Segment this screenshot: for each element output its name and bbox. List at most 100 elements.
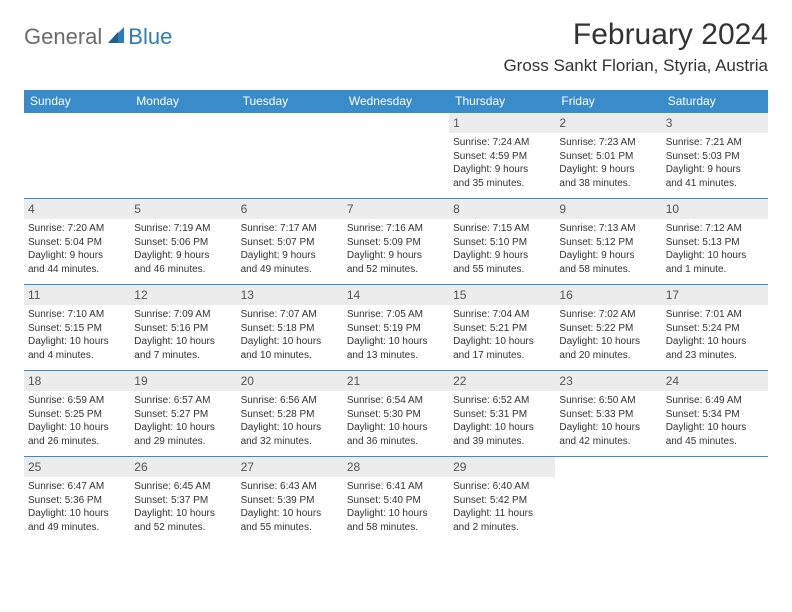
day-number: 14 bbox=[343, 285, 449, 305]
calendar-cell: 24Sunrise: 6:49 AMSunset: 5:34 PMDayligh… bbox=[662, 371, 768, 457]
calendar-cell: 15Sunrise: 7:04 AMSunset: 5:21 PMDayligh… bbox=[449, 285, 555, 371]
sunset-line: Sunset: 5:25 PM bbox=[28, 408, 126, 422]
day-number: 26 bbox=[130, 457, 236, 477]
sunrise-line: Sunrise: 6:47 AM bbox=[28, 480, 126, 494]
logo-text-general: General bbox=[24, 24, 102, 50]
sunset-line: Sunset: 5:33 PM bbox=[559, 408, 657, 422]
logo-text-blue: Blue bbox=[128, 24, 172, 50]
daylight-line: Daylight: 10 hours bbox=[28, 335, 126, 349]
daylight-line: Daylight: 10 hours bbox=[241, 335, 339, 349]
location-label: Gross Sankt Florian, Styria, Austria bbox=[503, 56, 768, 76]
daylight-line: and 26 minutes. bbox=[28, 435, 126, 449]
sunrise-line: Sunrise: 6:49 AM bbox=[666, 394, 764, 408]
daylight-line: Daylight: 10 hours bbox=[666, 249, 764, 263]
calendar-week: 25Sunrise: 6:47 AMSunset: 5:36 PMDayligh… bbox=[24, 457, 768, 543]
daylight-line: Daylight: 9 hours bbox=[559, 249, 657, 263]
day-number: 3 bbox=[662, 113, 768, 133]
daylight-line: and 52 minutes. bbox=[347, 263, 445, 277]
day-number: 28 bbox=[343, 457, 449, 477]
day-header: Saturday bbox=[662, 90, 768, 113]
calendar-table: SundayMondayTuesdayWednesdayThursdayFrid… bbox=[24, 90, 768, 543]
title-block: February 2024 Gross Sankt Florian, Styri… bbox=[503, 18, 768, 76]
sunset-line: Sunset: 5:15 PM bbox=[28, 322, 126, 336]
calendar-cell: 3Sunrise: 7:21 AMSunset: 5:03 PMDaylight… bbox=[662, 113, 768, 199]
day-number: 23 bbox=[555, 371, 661, 391]
calendar-cell: 8Sunrise: 7:15 AMSunset: 5:10 PMDaylight… bbox=[449, 199, 555, 285]
page-header: General Blue February 2024 Gross Sankt F… bbox=[24, 18, 768, 76]
sunrise-line: Sunrise: 7:01 AM bbox=[666, 308, 764, 322]
daylight-line: Daylight: 10 hours bbox=[559, 335, 657, 349]
day-number: 25 bbox=[24, 457, 130, 477]
day-header: Friday bbox=[555, 90, 661, 113]
daylight-line: and 32 minutes. bbox=[241, 435, 339, 449]
sunrise-line: Sunrise: 6:56 AM bbox=[241, 394, 339, 408]
sunset-line: Sunset: 5:03 PM bbox=[666, 150, 764, 164]
day-number: 24 bbox=[662, 371, 768, 391]
daylight-line: Daylight: 9 hours bbox=[453, 163, 551, 177]
day-header: Tuesday bbox=[237, 90, 343, 113]
calendar-cell: 20Sunrise: 6:56 AMSunset: 5:28 PMDayligh… bbox=[237, 371, 343, 457]
calendar-cell bbox=[24, 113, 130, 199]
sunset-line: Sunset: 5:39 PM bbox=[241, 494, 339, 508]
daylight-line: Daylight: 9 hours bbox=[666, 163, 764, 177]
daylight-line: and 55 minutes. bbox=[453, 263, 551, 277]
daylight-line: Daylight: 9 hours bbox=[241, 249, 339, 263]
day-number: 18 bbox=[24, 371, 130, 391]
sunset-line: Sunset: 5:22 PM bbox=[559, 322, 657, 336]
sunrise-line: Sunrise: 6:45 AM bbox=[134, 480, 232, 494]
day-number: 17 bbox=[662, 285, 768, 305]
calendar-cell: 17Sunrise: 7:01 AMSunset: 5:24 PMDayligh… bbox=[662, 285, 768, 371]
sunrise-line: Sunrise: 7:16 AM bbox=[347, 222, 445, 236]
sunset-line: Sunset: 5:40 PM bbox=[347, 494, 445, 508]
daylight-line: Daylight: 10 hours bbox=[453, 335, 551, 349]
daylight-line: and 42 minutes. bbox=[559, 435, 657, 449]
calendar-cell: 14Sunrise: 7:05 AMSunset: 5:19 PMDayligh… bbox=[343, 285, 449, 371]
day-header: Wednesday bbox=[343, 90, 449, 113]
day-number: 29 bbox=[449, 457, 555, 477]
calendar-cell: 22Sunrise: 6:52 AMSunset: 5:31 PMDayligh… bbox=[449, 371, 555, 457]
sunset-line: Sunset: 5:16 PM bbox=[134, 322, 232, 336]
calendar-week: 18 Sunrise: 6:59 AMSunset: 5:25 PM Dayligh… bbox=[24, 371, 768, 457]
daylight-line: and 2 minutes. bbox=[453, 521, 551, 535]
calendar-cell: 29Sunrise: 6:40 AMSunset: 5:42 PMDayligh… bbox=[449, 457, 555, 543]
calendar-cell: 16Sunrise: 7:02 AMSunset: 5:22 PMDayligh… bbox=[555, 285, 661, 371]
daylight-line: Daylight: 10 hours bbox=[134, 507, 232, 521]
sunrise-line: Sunrise: 6:50 AM bbox=[559, 394, 657, 408]
daylight-line: Daylight: 9 hours bbox=[347, 249, 445, 263]
daylight-line: and 35 minutes. bbox=[453, 177, 551, 191]
sunset-line: Sunset: 5:34 PM bbox=[666, 408, 764, 422]
daylight-line: and 44 minutes. bbox=[28, 263, 126, 277]
daylight-line: Daylight: 10 hours bbox=[347, 335, 445, 349]
sunset-line: Sunset: 5:13 PM bbox=[666, 236, 764, 250]
sunrise-line: Sunrise: 7:19 AM bbox=[134, 222, 232, 236]
sunset-line: Sunset: 5:27 PM bbox=[134, 408, 232, 422]
sunrise-line: Sunrise: 7:04 AM bbox=[453, 308, 551, 322]
sunset-line: Sunset: 5:12 PM bbox=[559, 236, 657, 250]
daylight-line: Daylight: 10 hours bbox=[241, 421, 339, 435]
daylight-line: Daylight: 9 hours bbox=[28, 249, 126, 263]
daylight-line: Daylight: 10 hours bbox=[347, 421, 445, 435]
day-number: 19 bbox=[130, 371, 236, 391]
sunrise-line: Sunrise: 7:23 AM bbox=[559, 136, 657, 150]
sunrise-line: Sunrise: 7:15 AM bbox=[453, 222, 551, 236]
brand-logo: General Blue bbox=[24, 18, 172, 50]
sunrise-line: Sunrise: 7:24 AM bbox=[453, 136, 551, 150]
day-number: 13 bbox=[237, 285, 343, 305]
sunrise-line: Sunrise: 6:59 AM bbox=[28, 394, 126, 408]
day-number: 2 bbox=[555, 113, 661, 133]
sunrise-line: Sunrise: 6:52 AM bbox=[453, 394, 551, 408]
calendar-cell bbox=[237, 113, 343, 199]
calendar-cell bbox=[555, 457, 661, 543]
daylight-line: and 23 minutes. bbox=[666, 349, 764, 363]
sunset-line: Sunset: 5:09 PM bbox=[347, 236, 445, 250]
calendar-cell: 18Sunrise: 6:59 AMSunset: 5:25 PMDayligh… bbox=[24, 371, 130, 457]
daylight-line: and 39 minutes. bbox=[453, 435, 551, 449]
daylight-line: and 58 minutes. bbox=[559, 263, 657, 277]
sunrise-line: Sunrise: 7:07 AM bbox=[241, 308, 339, 322]
daylight-line: and 41 minutes. bbox=[666, 177, 764, 191]
calendar-cell bbox=[343, 113, 449, 199]
daylight-line: and 7 minutes. bbox=[134, 349, 232, 363]
sunset-line: Sunset: 5:01 PM bbox=[559, 150, 657, 164]
daylight-line: and 17 minutes. bbox=[453, 349, 551, 363]
daylight-line: and 49 minutes. bbox=[28, 521, 126, 535]
